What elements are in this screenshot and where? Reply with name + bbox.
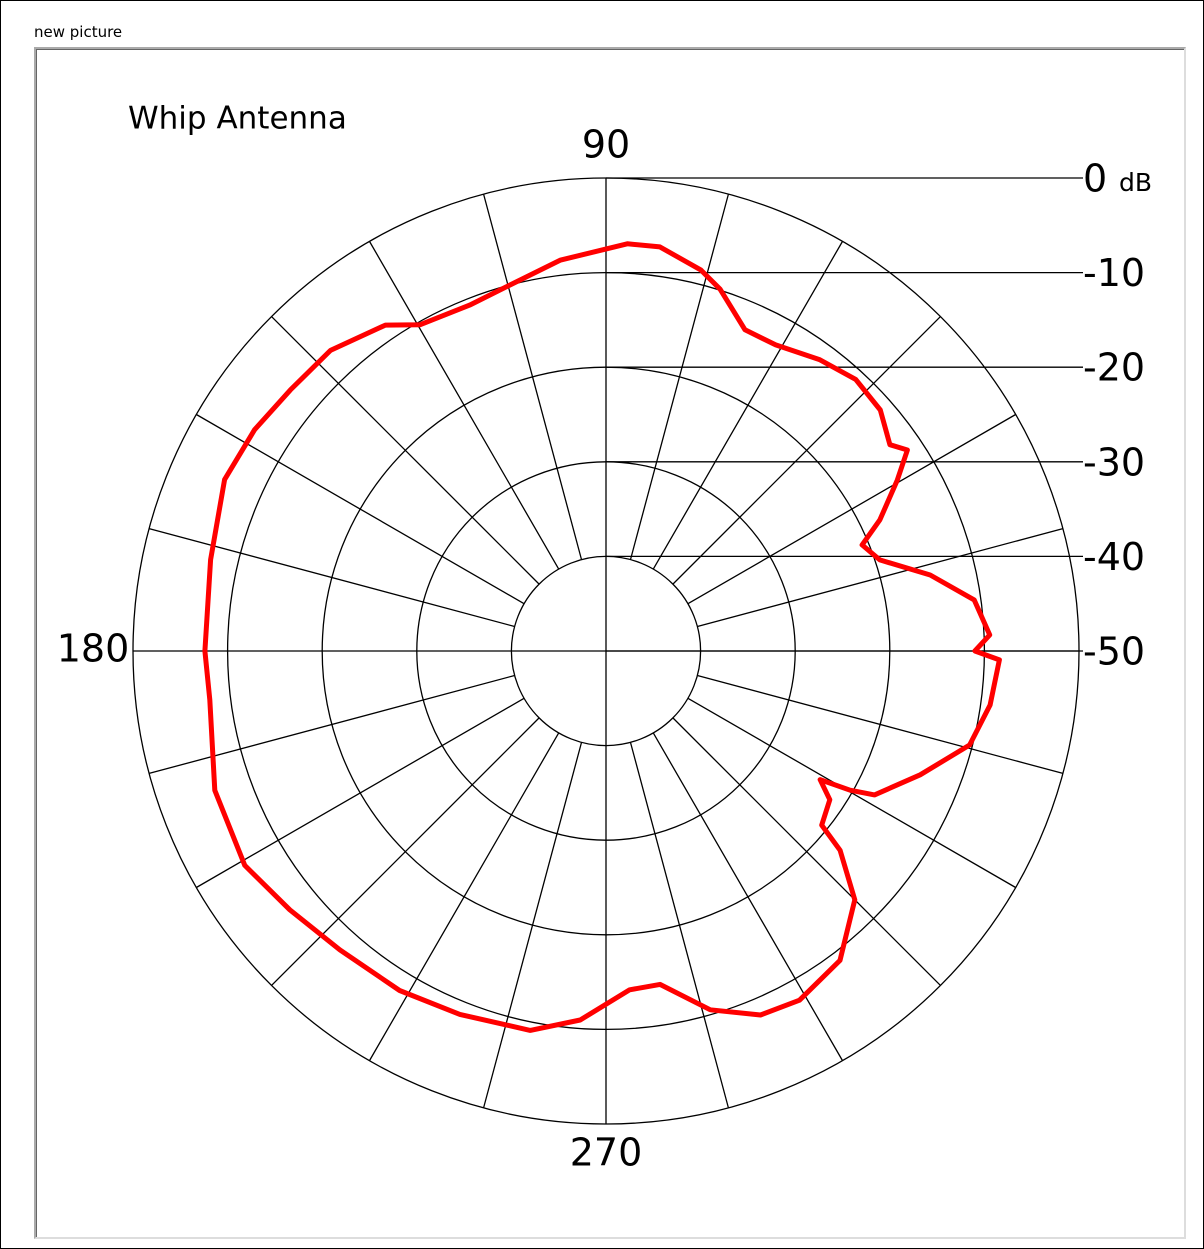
window-title: new picture [34, 23, 123, 41]
theta-tick-label: 270 [570, 1131, 643, 1175]
r-tick-label: -40 [1083, 535, 1145, 579]
theta-tick-label: 180 [57, 627, 130, 671]
chart-title: Whip Antenna [128, 101, 347, 137]
r-tick-label: -50 [1083, 630, 1145, 674]
r-tick-label: -10 [1083, 251, 1145, 295]
chart-panel [34, 47, 1186, 1239]
r-unit: dB [1119, 168, 1152, 197]
r-tick-label: 0 [1083, 157, 1107, 201]
r-tick-label: -30 [1083, 440, 1145, 484]
theta-tick-label: 90 [582, 123, 630, 167]
r-tick-label: -20 [1083, 346, 1145, 390]
pattern-line [202, 241, 1002, 1033]
